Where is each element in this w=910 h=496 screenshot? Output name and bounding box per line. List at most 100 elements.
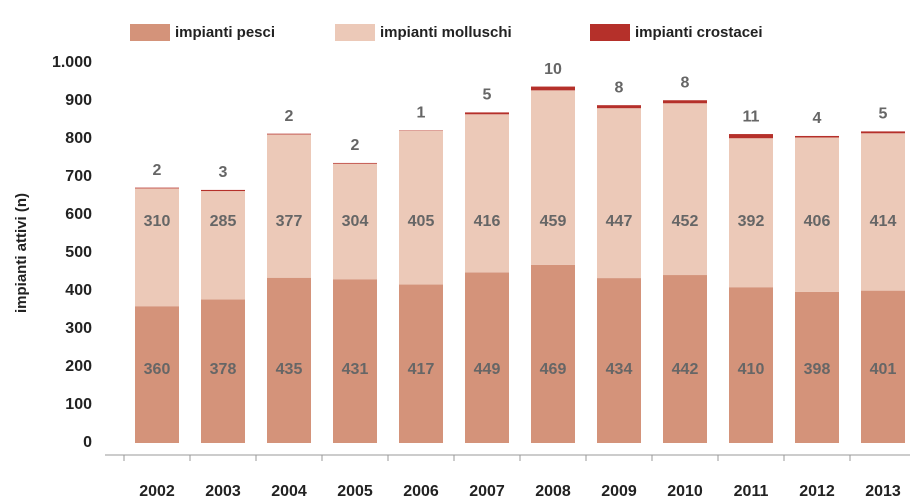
value-label: 414 [870, 213, 897, 230]
bar-segment [201, 189, 245, 192]
value-label: 8 [615, 79, 624, 96]
bar-segment [795, 291, 839, 443]
value-label: 11 [743, 108, 760, 125]
value-label: 2 [351, 137, 360, 154]
bar-segment [861, 133, 905, 291]
legend-label: impianti pesci [175, 24, 275, 41]
x-tick-label: 2009 [601, 483, 637, 496]
value-label: 2 [285, 108, 294, 125]
value-label: 447 [606, 213, 633, 230]
value-label: 459 [540, 213, 567, 230]
x-tick-label: 2004 [271, 483, 307, 496]
x-tick-label: 2010 [667, 483, 703, 496]
bar-segment [333, 162, 377, 164]
x-tick-label: 2002 [139, 483, 175, 496]
bar-segment [531, 86, 575, 91]
x-tick-label: 2003 [205, 483, 241, 496]
bar-segment [135, 188, 179, 307]
bar-segment [267, 133, 311, 135]
bar-segment [663, 100, 707, 104]
value-label: 360 [144, 361, 171, 378]
x-tick-label: 2011 [734, 483, 769, 496]
bar-segment [861, 290, 905, 443]
value-label: 1 [417, 104, 426, 121]
value-label: 469 [540, 361, 567, 378]
value-label: 4 [813, 110, 822, 127]
x-tick-label: 2005 [337, 483, 373, 496]
bar-segment [729, 138, 773, 288]
legend-label: impianti crostacei [635, 24, 763, 41]
bar-segment [333, 279, 377, 443]
value-label: 5 [879, 106, 888, 123]
y-tick-label: 300 [65, 320, 92, 337]
bar-segment [861, 131, 905, 134]
bar-segment [663, 275, 707, 443]
legend-swatch [590, 24, 630, 41]
value-label: 3 [219, 164, 228, 181]
bar-segment [135, 187, 179, 189]
value-label: 406 [804, 213, 831, 230]
bar-segment [465, 272, 509, 443]
bar-segment [135, 306, 179, 443]
legend-swatch [130, 24, 170, 41]
value-label: 449 [474, 361, 501, 378]
y-tick-label: 0 [83, 434, 92, 451]
x-tick-label: 2008 [535, 483, 571, 496]
bar-segment [795, 135, 839, 138]
value-label: 392 [738, 213, 765, 230]
x-tick-label: 2006 [403, 483, 439, 496]
bar-segment [729, 287, 773, 443]
bar-segment [597, 278, 641, 443]
value-label: 5 [483, 87, 492, 104]
y-tick-label: 800 [65, 130, 92, 147]
value-label: 410 [738, 361, 765, 378]
value-label: 8 [681, 74, 690, 91]
bar-segment [465, 114, 509, 273]
x-tick-label: 2007 [469, 483, 505, 496]
value-label: 401 [870, 361, 897, 378]
value-label: 10 [544, 61, 562, 78]
bar-segment [267, 277, 311, 443]
y-tick-label: 500 [65, 244, 92, 261]
bar-segment [333, 163, 377, 280]
value-label: 431 [342, 361, 369, 378]
value-label: 377 [276, 213, 303, 230]
bar-segment [201, 191, 245, 300]
value-label: 2 [153, 162, 162, 179]
legend-swatch [335, 24, 375, 41]
bar-segment [465, 112, 509, 115]
value-label: 452 [672, 213, 699, 230]
value-label: 378 [210, 361, 237, 378]
bar-segment [729, 134, 773, 139]
value-label: 434 [606, 361, 633, 378]
bar-segment [531, 90, 575, 265]
value-label: 416 [474, 213, 501, 230]
x-tick-label: 2012 [799, 483, 835, 496]
y-tick-label: 700 [65, 168, 92, 185]
bar-segment [795, 137, 839, 292]
y-tick-label: 200 [65, 358, 92, 375]
y-tick-label: 600 [65, 206, 92, 223]
value-label: 310 [144, 213, 171, 230]
bar-segment [201, 299, 245, 443]
bar-segment [663, 103, 707, 276]
value-label: 304 [342, 213, 369, 230]
value-label: 417 [408, 361, 435, 378]
legend-label: impianti molluschi [380, 24, 512, 41]
y-tick-label: 900 [65, 92, 92, 109]
bar-segment [597, 108, 641, 279]
value-label: 405 [408, 213, 435, 230]
bar-segment [531, 264, 575, 443]
y-axis-label: impianti attivi (n) [13, 193, 30, 313]
y-tick-label: 100 [65, 396, 92, 413]
bar-segment [399, 284, 443, 443]
y-tick-label: 1.000 [52, 54, 92, 71]
value-label: 442 [672, 361, 699, 378]
bar-segment [399, 130, 443, 285]
bar-segment [597, 105, 641, 109]
x-tick-label: 2013 [865, 483, 901, 496]
value-label: 285 [210, 213, 237, 230]
value-label: 435 [276, 361, 303, 378]
bar-segment [267, 134, 311, 278]
